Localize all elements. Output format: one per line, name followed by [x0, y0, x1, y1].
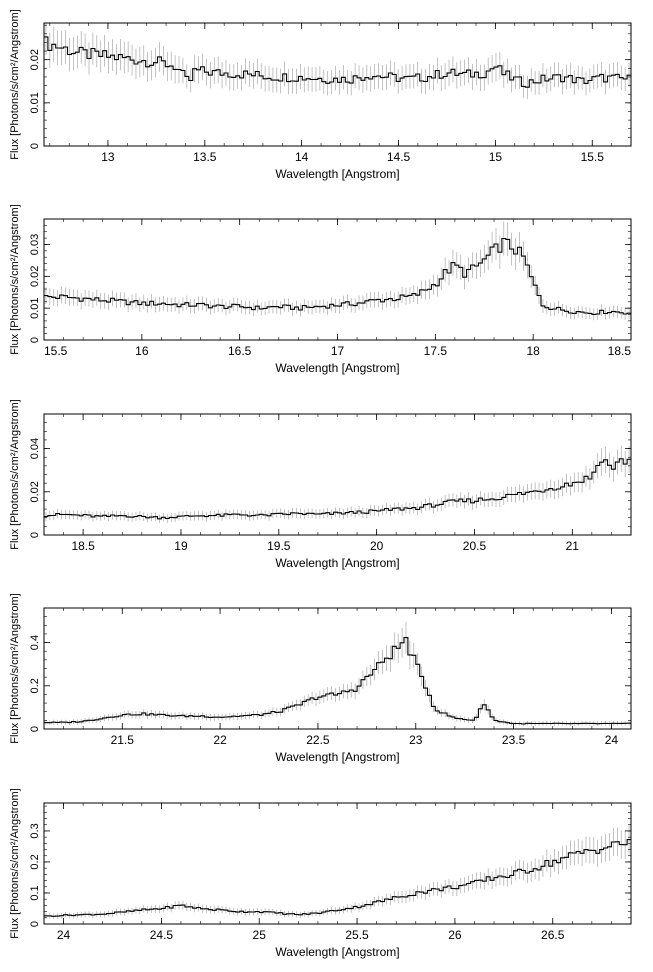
- spectrum-line: [44, 637, 631, 725]
- y-axis-label: Flux [Photons/s/cm²/Angstrom]: [9, 788, 21, 938]
- chart-panel-1: 13 13.5 14 14.5 15 15.5 0 0.01 0.02 Wavelength [A…: [9, 9, 632, 181]
- y-tick-label: 0.02: [29, 481, 41, 502]
- spectrum-series: [44, 445, 631, 524]
- x-tick-label: 22: [213, 733, 227, 747]
- y-tick-label: 0.1: [29, 885, 41, 900]
- x-tick-label: 24: [57, 928, 71, 942]
- x-tick-label: 21: [566, 539, 580, 553]
- y-tick-label: 0.2: [29, 678, 41, 693]
- x-axis-label: Wavelength [Angstrom]: [275, 556, 399, 570]
- y-tick-label: 0.2: [29, 854, 41, 869]
- x-tick-label: 16: [135, 344, 149, 358]
- x-tick-label: 18.5: [608, 344, 632, 358]
- spectrum-series: [44, 824, 631, 920]
- x-tick-label: 20.5: [463, 539, 487, 553]
- spectrum-line: [44, 458, 631, 520]
- plot-frame: [43, 218, 632, 341]
- y-tick-label: 0.02: [29, 266, 41, 287]
- x-tick-label: 25.5: [345, 928, 369, 942]
- x-tick-label: 18.5: [71, 539, 95, 553]
- plot-frame: [43, 607, 632, 730]
- x-tick-label: 21.5: [111, 733, 135, 747]
- x-tick-label: 16.5: [228, 344, 252, 358]
- x-tick-label: 25: [253, 928, 267, 942]
- x-tick-label: 26: [448, 928, 462, 942]
- x-axis-label: Wavelength [Angstrom]: [275, 361, 399, 375]
- y-tick-label: 0.03: [29, 234, 41, 255]
- chart-panel-5: 24 24.5 25 25.5 26 26.5 0 0.1 0.2 0.3 Wavelength […: [9, 788, 632, 959]
- x-tick-label: 15.5: [581, 150, 605, 164]
- x-tick-label: 23: [409, 733, 423, 747]
- chart-panel-4: 21.5 22 22.5 23 23.5 24 0 0.2 0.4 Wavelength [Ang…: [9, 593, 632, 764]
- x-tick-label: 19: [174, 539, 188, 553]
- spectrum-series: [44, 221, 631, 321]
- x-axis-label: Wavelength [Angstrom]: [275, 945, 399, 959]
- x-tick-label: 24.5: [150, 928, 174, 942]
- x-tick-label: 20: [370, 539, 384, 553]
- y-tick-label: 0: [29, 337, 41, 343]
- chart-panel-2: 15.5 16 16.5 17 17.5 18 18.5 0 0.01 0.02 0.03 Wavel…: [9, 204, 632, 375]
- y-tick-label: 0.01: [29, 92, 41, 113]
- spectrum-series: [44, 23, 631, 99]
- x-tick-label: 13: [101, 150, 115, 164]
- x-tick-label: 24: [605, 733, 619, 747]
- spectrum-line: [44, 839, 631, 917]
- y-axis-label: Flux [Photons/s/cm²/Angstrom]: [9, 399, 21, 549]
- x-tick-label: 13.5: [193, 150, 217, 164]
- y-tick-label: 0.3: [29, 823, 41, 838]
- x-tick-label: 15: [489, 150, 503, 164]
- y-tick-label: 0: [29, 921, 41, 927]
- x-tick-label: 22.5: [306, 733, 330, 747]
- spectrum-series: [44, 622, 631, 727]
- y-tick-label: 0.02: [29, 49, 41, 70]
- x-tick-label: 26.5: [541, 928, 565, 942]
- y-tick-label: 0.01: [29, 297, 41, 318]
- y-axis-label: Flux [Photons/s/cm²/Angstrom]: [9, 204, 21, 354]
- spectrum-line: [44, 237, 631, 315]
- x-tick-label: 18: [526, 344, 540, 358]
- y-tick-label: 0: [29, 532, 41, 538]
- y-axis-label: Flux [Photons/s/cm²/Angstrom]: [9, 9, 21, 159]
- chart-panel-3: 18.5 19 19.5 20 20.5 21 0 0.02 0.04 Wavelength [A…: [9, 399, 632, 570]
- y-tick-label: 0.4: [29, 635, 41, 650]
- y-axis-label: Flux [Photons/s/cm²/Angstrom]: [9, 593, 21, 743]
- y-tick-label: 0: [29, 726, 41, 732]
- y-tick-label: 0: [29, 143, 41, 149]
- x-tick-label: 14: [295, 150, 309, 164]
- x-axis-label: Wavelength [Angstrom]: [275, 750, 399, 764]
- x-tick-label: 17.5: [424, 344, 448, 358]
- x-tick-label: 14.5: [387, 150, 411, 164]
- x-tick-label: 17: [331, 344, 345, 358]
- y-tick-label: 0.04: [29, 438, 41, 459]
- x-tick-label: 19.5: [267, 539, 291, 553]
- plot-frame: [43, 22, 632, 147]
- x-tick-label: 15.5: [44, 344, 68, 358]
- x-axis-label: Wavelength [Angstrom]: [275, 167, 399, 181]
- x-tick-label: 23.5: [502, 733, 526, 747]
- spectrum-line: [44, 36, 631, 88]
